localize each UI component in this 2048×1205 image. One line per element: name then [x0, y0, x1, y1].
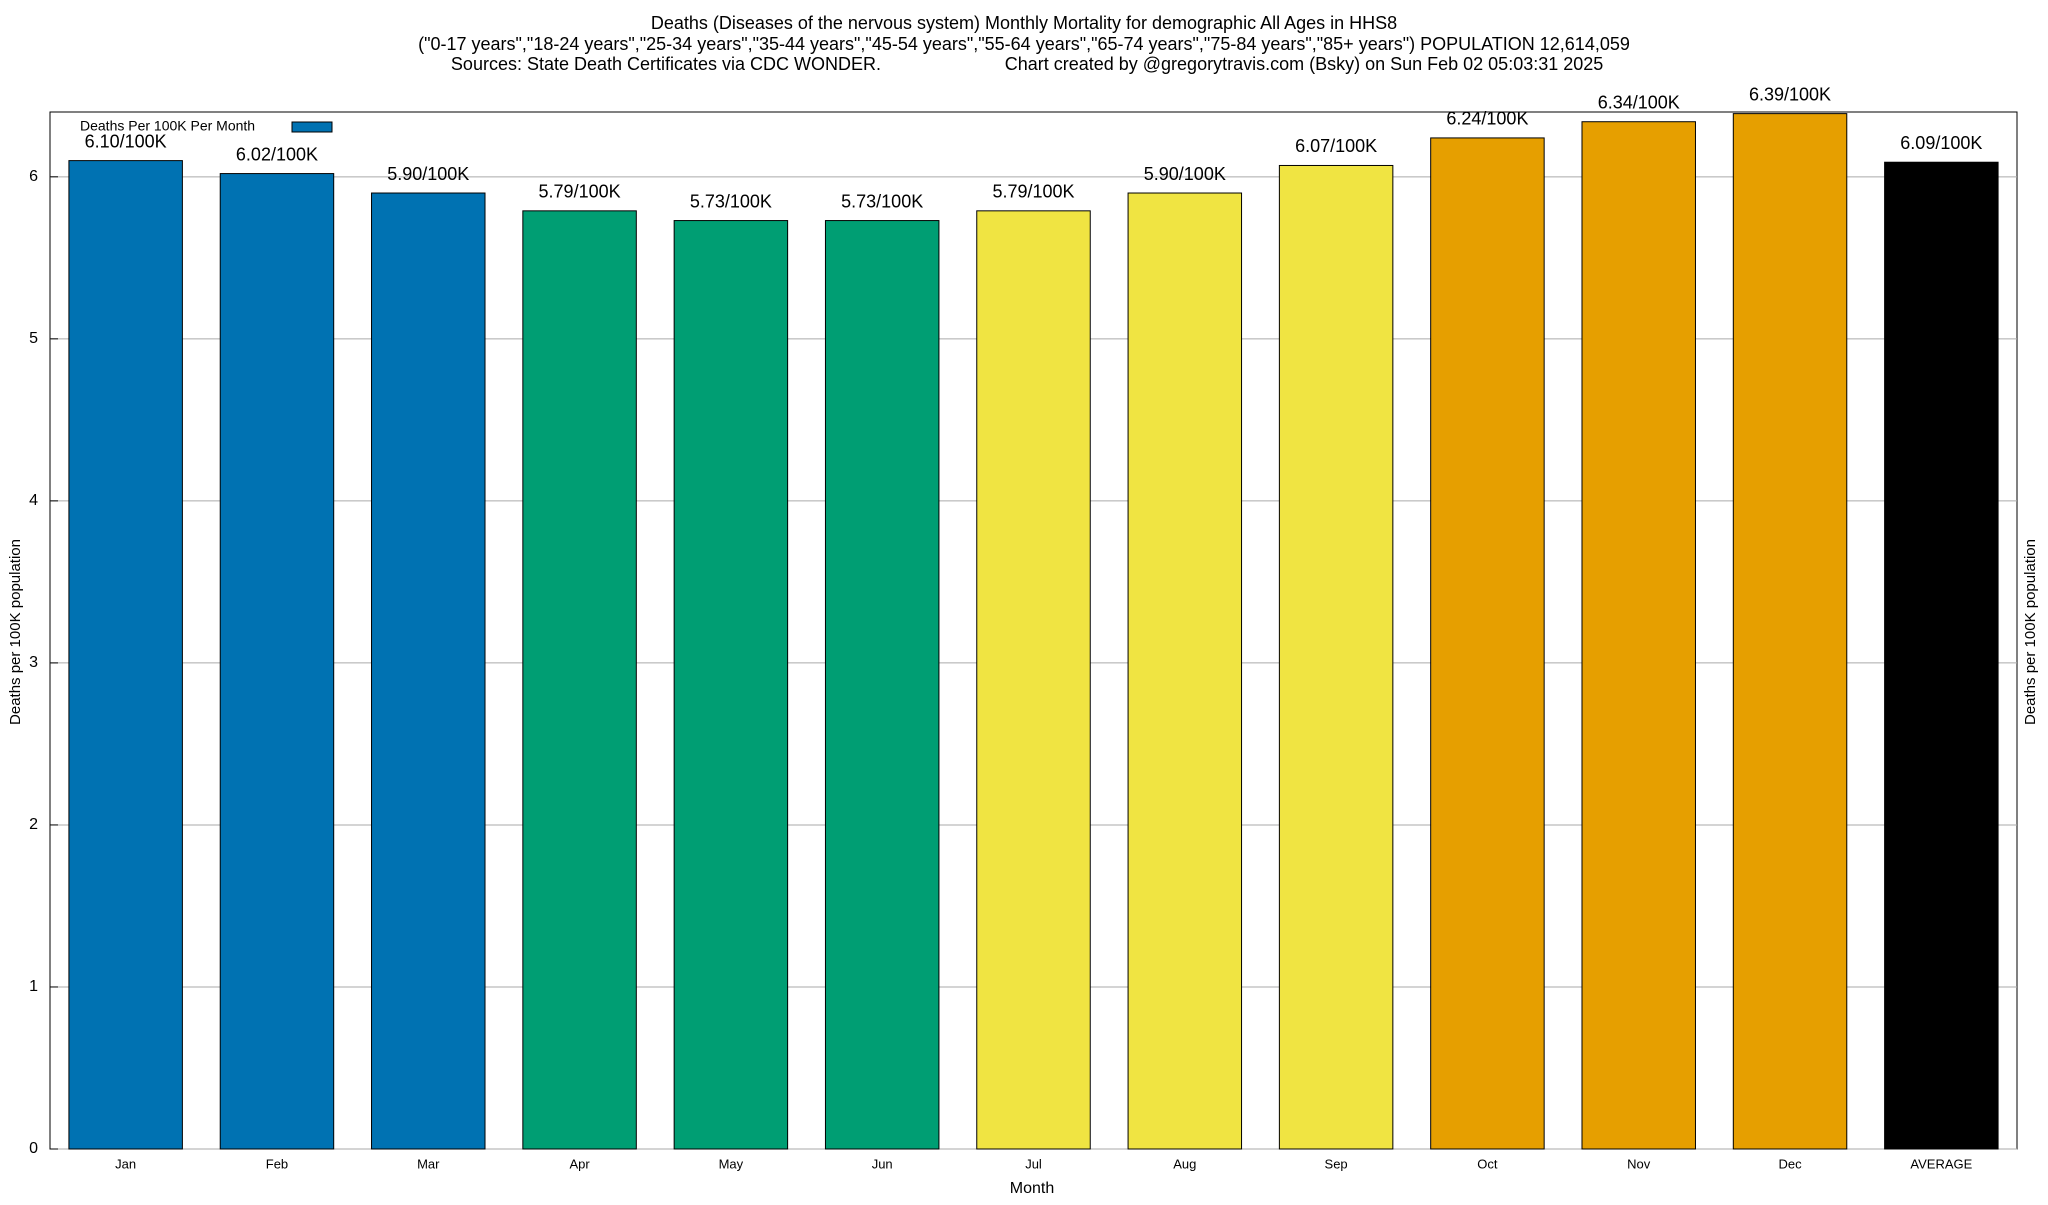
value-label: 6.07/100K	[1295, 136, 1377, 156]
y-tick-label: 5	[29, 330, 38, 347]
legend-swatch	[291, 121, 333, 133]
value-label: 6.02/100K	[236, 144, 318, 164]
bar	[1884, 161, 1999, 1150]
bar	[1430, 137, 1545, 1150]
value-label: 6.34/100K	[1598, 92, 1680, 112]
value-label: 5.79/100K	[539, 182, 621, 202]
x-tick-label: Jun	[872, 1156, 893, 1171]
value-label: 6.10/100K	[85, 131, 167, 151]
bar	[976, 210, 1091, 1150]
legend-label: Deaths Per 100K Per Month	[80, 118, 255, 134]
bar	[1278, 164, 1394, 1150]
y2-axis-label: Deaths per 100K population	[2022, 539, 2039, 725]
chart-title: Deaths (Diseases of the nervous system) …	[651, 13, 1397, 33]
bar	[371, 192, 486, 1150]
value-label: 5.90/100K	[1144, 164, 1226, 184]
x-tick-label: Aug	[1173, 1156, 1196, 1171]
x-tick-label: Apr	[569, 1156, 590, 1171]
value-label: 6.09/100K	[1900, 133, 1982, 153]
x-tick-label: Nov	[1627, 1156, 1651, 1171]
y-axis-label: Deaths per 100K population	[7, 539, 24, 725]
x-tick-label: Mar	[417, 1156, 440, 1171]
x-tick-label: Dec	[1778, 1156, 1802, 1171]
value-label: 5.73/100K	[690, 191, 772, 211]
x-tick-label: Jul	[1025, 1156, 1042, 1171]
y-tick-label: 1	[29, 978, 38, 995]
y-tick-label: 3	[29, 654, 38, 671]
value-label: 5.73/100K	[841, 191, 923, 211]
source: Sources: State Death Certificates via CD…	[451, 54, 881, 74]
value-label: 5.90/100K	[387, 164, 469, 184]
x-tick-label: Feb	[266, 1156, 288, 1171]
value-label: 5.79/100K	[992, 182, 1074, 202]
x-tick-label: Oct	[1477, 1156, 1498, 1171]
x-tick-label: May	[719, 1156, 744, 1171]
bar	[68, 160, 183, 1150]
bar	[824, 220, 940, 1150]
bar	[1732, 113, 1848, 1150]
bar	[673, 220, 789, 1150]
y-tick-label: 4	[29, 492, 38, 509]
bar	[1127, 192, 1243, 1150]
x-axis-label: Month	[1010, 1180, 1054, 1197]
bar	[219, 173, 335, 1150]
credit: Chart created by @gregorytravis.com (Bsk…	[1005, 54, 1604, 74]
x-tick-label: Jan	[115, 1156, 136, 1171]
bar	[522, 210, 637, 1150]
x-tick-label: Sep	[1325, 1156, 1348, 1171]
y-tick-label: 6	[29, 168, 38, 185]
value-label: 6.24/100K	[1446, 109, 1528, 129]
value-label: 6.39/100K	[1749, 84, 1831, 104]
x-tick-label: AVERAGE	[1910, 1156, 1972, 1171]
chart-subtitle: ("0-17 years","18-24 years","25-34 years…	[418, 34, 1630, 54]
bar	[1581, 121, 1696, 1150]
y-tick-label: 0	[29, 1140, 38, 1157]
y-tick-label: 2	[29, 816, 38, 833]
